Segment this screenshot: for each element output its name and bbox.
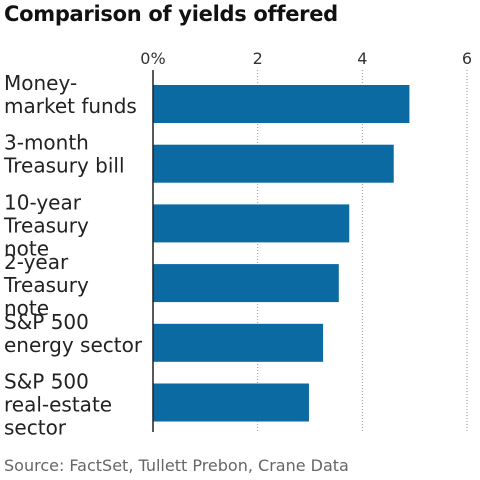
- bar-4: [153, 323, 324, 362]
- category-label-4: S&P 500 energy sector: [4, 310, 143, 357]
- category-label-line: sector: [4, 416, 67, 440]
- x-tick-label-2: 2: [253, 49, 263, 68]
- category-labels: Money-market funds 3-month Treasury bill 10…: [3, 71, 143, 440]
- x-tick-label-0: 0%: [140, 49, 165, 68]
- bar-1: [153, 144, 394, 183]
- bars: [153, 85, 410, 422]
- category-label-0: Money-market funds: [4, 71, 137, 118]
- bar-3: [153, 264, 339, 303]
- x-tick-label-4: 4: [357, 49, 367, 68]
- category-label-line: 10-year: [4, 190, 82, 214]
- category-label-line: Treasury bill: [3, 154, 125, 178]
- category-label-5: S&P 500 real-estate sector: [4, 370, 112, 440]
- chart-title: Comparison of yields offered: [4, 2, 338, 26]
- bar-0: [153, 85, 410, 123]
- category-label-line: Treasury: [3, 273, 89, 297]
- chart-source: Source: FactSet, Tullett Prebon, Crane D…: [4, 456, 349, 475]
- category-label-line: energy sector: [4, 333, 143, 357]
- category-label-1: 3-month Treasury bill: [3, 131, 125, 178]
- category-label-line: note: [4, 296, 49, 320]
- category-label-line: Treasury: [3, 213, 89, 237]
- category-label-line: note: [4, 236, 49, 260]
- category-label-line: Money-: [4, 71, 77, 95]
- tick-labels: 0% 2 4 6: [140, 49, 472, 68]
- category-label-line: market funds: [4, 94, 137, 118]
- category-label-3: 2-year Treasury note: [3, 250, 89, 320]
- category-label-line: 3-month: [4, 131, 89, 155]
- gridlines: [257, 70, 468, 432]
- category-label-line: S&P 500: [4, 370, 89, 394]
- category-label-2: 10-year Treasury note: [3, 190, 89, 260]
- category-label-line: S&P 500: [4, 310, 89, 334]
- category-label-line: 2-year: [4, 250, 69, 274]
- category-label-line: real-estate: [4, 393, 112, 417]
- bar-5: [153, 383, 309, 422]
- x-tick-label-6: 6: [462, 49, 472, 68]
- bar-2: [153, 204, 350, 243]
